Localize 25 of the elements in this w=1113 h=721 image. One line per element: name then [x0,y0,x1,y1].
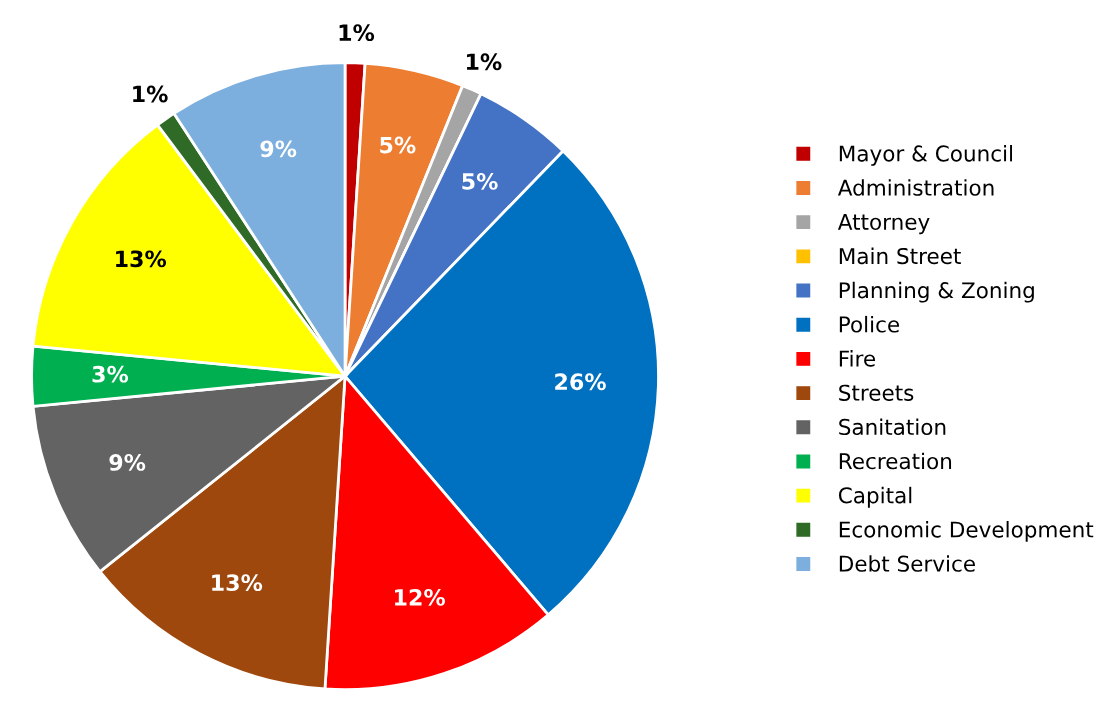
data-label: 1% [339,24,375,42]
legend-label: Police [839,315,900,333]
data-label: 9% [260,140,297,158]
data-label: 13% [212,574,263,592]
data-label: 13% [116,250,167,268]
legend-label: Planning & Zoning [839,281,1034,303]
legend-label: Fire [839,350,876,367]
legend-label: Capital [838,486,912,508]
data-label: 3% [92,365,129,383]
data-label: 5% [462,172,498,190]
legend-label: Main Street [839,247,961,265]
data-label: 5% [380,136,416,154]
data-label: 1% [133,85,168,103]
data-label: 9% [109,454,146,471]
legend-label: Recreation [839,452,952,470]
legend-label: Attorney [837,214,930,235]
legend-label: Debt Service [839,555,975,572]
legend-label: Streets [839,384,914,401]
legend-label: Sanitation [839,418,946,436]
data-label: 1% [466,53,502,71]
legend-label: Mayor & Council [839,144,1013,166]
legend-label: Economic Development [839,520,1094,542]
data-label: 26% [555,373,606,391]
data-label: 12% [395,588,445,606]
legend-label: Administration [837,179,994,196]
